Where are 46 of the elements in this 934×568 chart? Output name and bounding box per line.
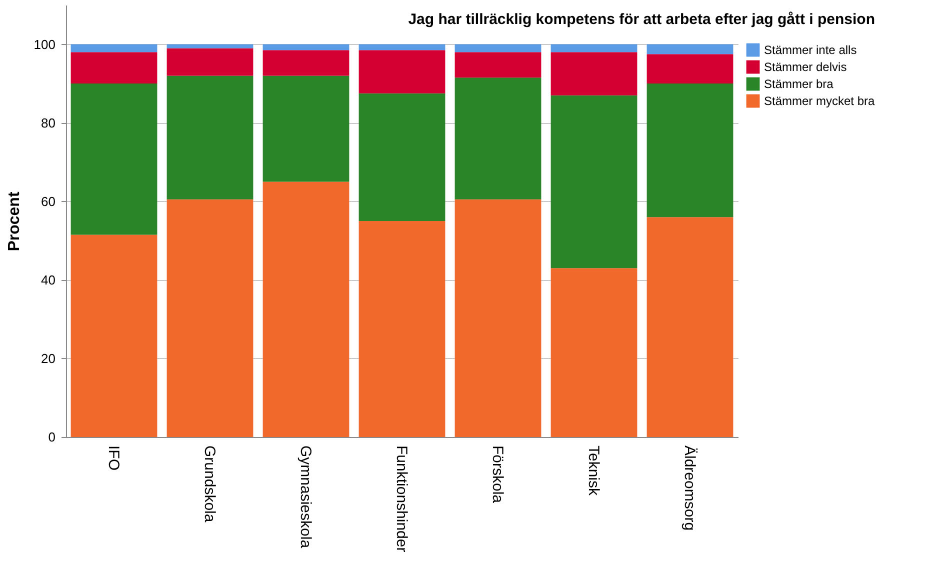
bar (70, 234, 158, 437)
bar (262, 182, 350, 437)
bar (166, 199, 254, 437)
x-tick-label: Teknisk (585, 446, 602, 496)
bar (358, 221, 446, 437)
y-tick-label: 100 (34, 36, 56, 52)
legend-label: Stämmer bra (764, 77, 834, 91)
y-tick-label: 20 (41, 350, 56, 366)
bar (70, 44, 158, 52)
bar (646, 217, 734, 437)
y-tick-label: 40 (41, 272, 56, 288)
legend-label: Stämmer inte alls (764, 43, 857, 57)
bar (454, 78, 542, 200)
x-tick-label: Förskola (489, 446, 506, 504)
bar (454, 199, 542, 437)
bar (262, 44, 350, 50)
chart-title: Jag har tillräcklig kompetens för att arbeta efter jag gått i pension (408, 11, 875, 28)
y-tick-label: 0 (48, 430, 56, 444)
x-tick-label: IFO (105, 446, 122, 470)
bar (358, 44, 446, 50)
x-tick-label: Grundskola (201, 446, 218, 523)
bar (262, 76, 350, 182)
bar (646, 44, 734, 54)
bar (70, 84, 158, 235)
bar (262, 50, 350, 76)
x-tick-label: Funktionshinder (393, 446, 410, 552)
x-tick-label: Gymnasieskola (297, 446, 314, 549)
legend-label: Stämmer delvis (764, 60, 847, 74)
y-tick-label: 60 (41, 194, 56, 209)
bar (358, 50, 446, 94)
bar (166, 76, 254, 200)
bar (166, 48, 254, 76)
bar (646, 84, 734, 218)
bar (646, 54, 734, 84)
x-tick-label: Äldreomsorg (681, 446, 698, 531)
bar (550, 268, 638, 437)
bar (550, 44, 638, 52)
bar (550, 52, 638, 96)
legend-label: Stämmer mycket bra (764, 94, 876, 108)
y-axis-title: Procent (6, 191, 23, 252)
bar (358, 93, 446, 221)
bar (454, 44, 542, 52)
y-tick-label: 80 (41, 115, 56, 130)
bar (454, 52, 542, 78)
bar (550, 95, 638, 268)
bar (70, 52, 158, 84)
